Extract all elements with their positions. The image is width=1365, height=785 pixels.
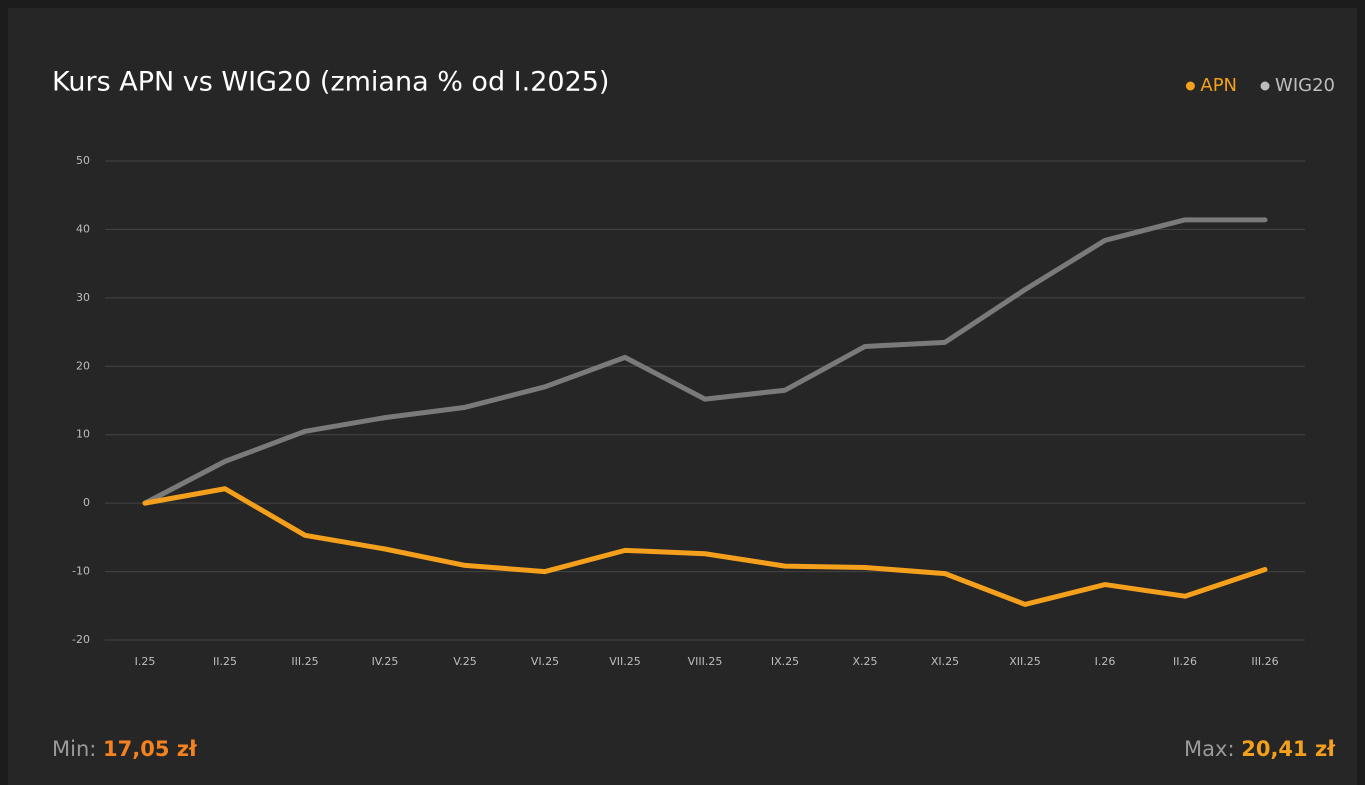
y-tick-label: 20	[76, 359, 90, 372]
series-line	[142, 217, 1268, 506]
x-tick-label: IX.25	[771, 655, 799, 668]
footer-max: Max: 20,41 zł	[1184, 737, 1336, 761]
y-tick-label: 0	[83, 496, 90, 509]
y-tick-label: 10	[76, 428, 90, 441]
footer-min: Min: 17,05 zł	[52, 737, 198, 761]
min-label: Min:	[52, 737, 96, 761]
y-tick-label: -10	[72, 565, 90, 578]
x-tick-label: X.25	[852, 655, 877, 668]
x-tick-label: IV.25	[372, 655, 399, 668]
y-tick-label: 30	[76, 291, 90, 304]
y-tick-label: 40	[76, 222, 90, 235]
x-tick-label: I.26	[1095, 655, 1116, 668]
legend-label: APN	[1200, 75, 1237, 96]
x-tick-label: II.25	[213, 655, 237, 668]
x-tick-label: II.26	[1173, 655, 1197, 668]
x-tick-label: VI.25	[531, 655, 559, 668]
y-tick-label: -20	[72, 633, 90, 646]
x-tick-label: VII.25	[609, 655, 641, 668]
x-tick-label: I.25	[135, 655, 156, 668]
x-tick-label: III.25	[291, 655, 318, 668]
series-line	[142, 486, 1268, 607]
legend-label: WIG20	[1275, 75, 1335, 96]
legend-dot	[1260, 81, 1270, 91]
x-tick-label: V.25	[453, 655, 477, 668]
x-tick-label: XII.25	[1009, 655, 1041, 668]
x-tick-label: XI.25	[931, 655, 959, 668]
chart-title: Kurs APN vs WIG20 (zmiana % od I.2025)	[52, 67, 609, 98]
max-label: Max:	[1184, 737, 1235, 761]
max-value: 20,41 zł	[1241, 737, 1336, 761]
min-value: 17,05 zł	[103, 737, 198, 761]
x-tick-label: VIII.25	[688, 655, 723, 668]
legend: WIG20 APN	[1185, 75, 1335, 96]
y-tick-label: 50	[76, 154, 90, 167]
x-tick-label: III.26	[1251, 655, 1278, 668]
legend-dot	[1185, 81, 1195, 91]
panel	[8, 8, 1357, 785]
